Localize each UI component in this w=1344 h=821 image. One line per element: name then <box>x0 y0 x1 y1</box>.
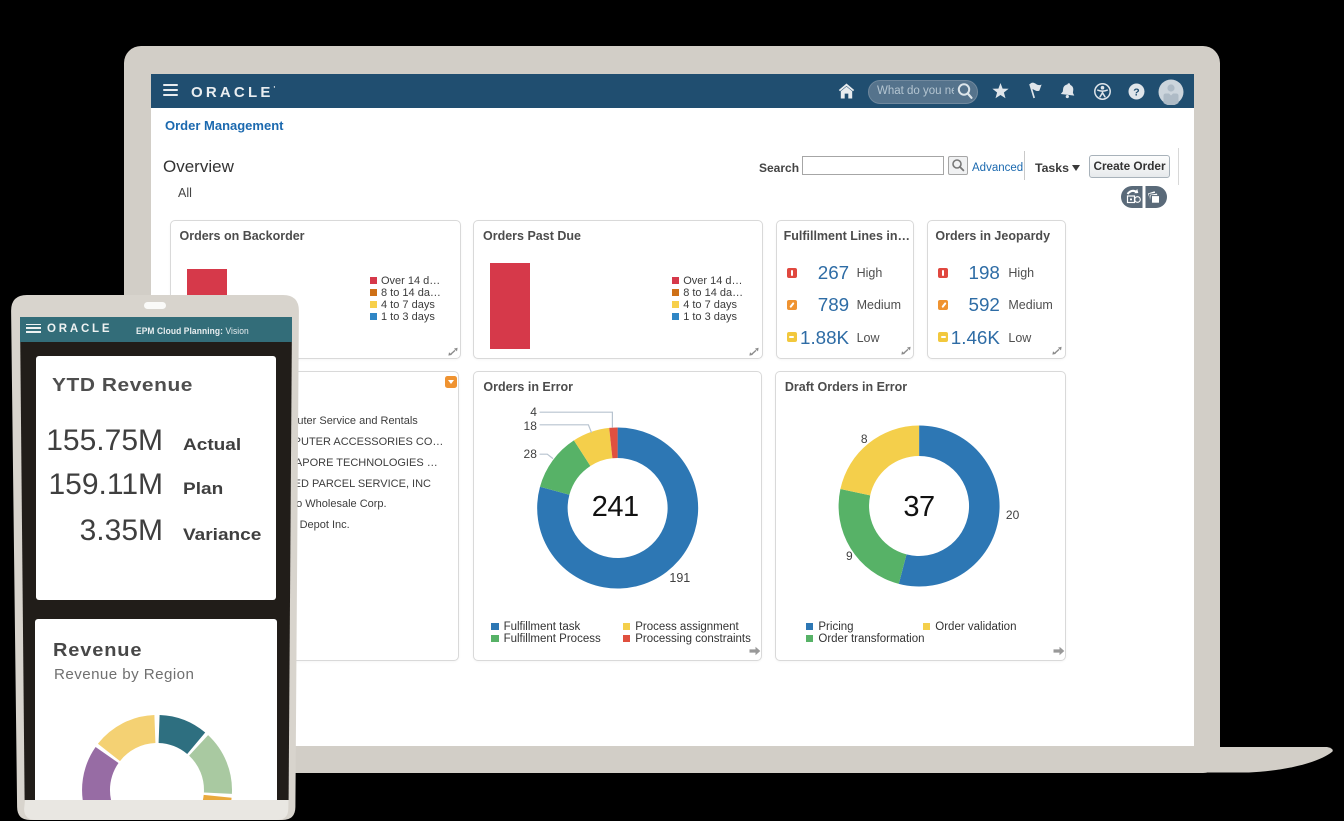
svg-text:?: ? <box>1133 86 1139 98</box>
